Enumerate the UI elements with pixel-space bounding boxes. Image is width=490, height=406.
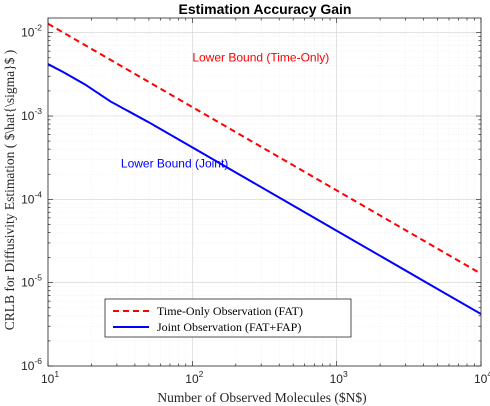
x-axis-label: Number of Observed Molecules ($N$): [157, 390, 366, 405]
series-layer: [48, 22, 481, 315]
series-line-1: [48, 22, 481, 275]
legend-box: [104, 298, 352, 338]
annotations: Lower Bound (Time-Only) Lower Bound (Join…: [121, 51, 329, 171]
y-tick-label: 10-2: [21, 23, 42, 40]
legend-label-1: Time-Only Observation (FAT): [157, 304, 303, 318]
y-tick-label: 10-3: [21, 106, 42, 123]
x-tick-label: 103: [330, 369, 348, 386]
annotation-2: Lower Bound (Joint): [121, 157, 228, 171]
legend: Time-Only Observation (FAT) Joint Observa…: [104, 298, 352, 338]
x-tick-label: 104: [474, 369, 490, 386]
chart-title: Estimation Accuracy Gain: [179, 1, 352, 17]
y-tick-label: 10-6: [21, 356, 42, 373]
tick-labels: 101 102 103 104 10-6 10-5 10-4 10-3 10-2: [21, 23, 490, 386]
y-tick-label: 10-5: [21, 273, 42, 290]
legend-label-2: Joint Observation (FAT+FAP): [157, 320, 301, 334]
ticks: [47, 18, 482, 367]
plot-frame: [47, 17, 482, 367]
x-tick-label: 102: [185, 369, 203, 386]
x-tick-label: 101: [41, 369, 59, 386]
series-line-2: [48, 63, 481, 315]
y-axis-label: CRLB for Diffusivity Estimation ( $\hat{…: [2, 50, 17, 330]
y-tick-label: 10-4: [21, 189, 42, 206]
annotation-1: Lower Bound (Time-Only): [192, 51, 329, 65]
